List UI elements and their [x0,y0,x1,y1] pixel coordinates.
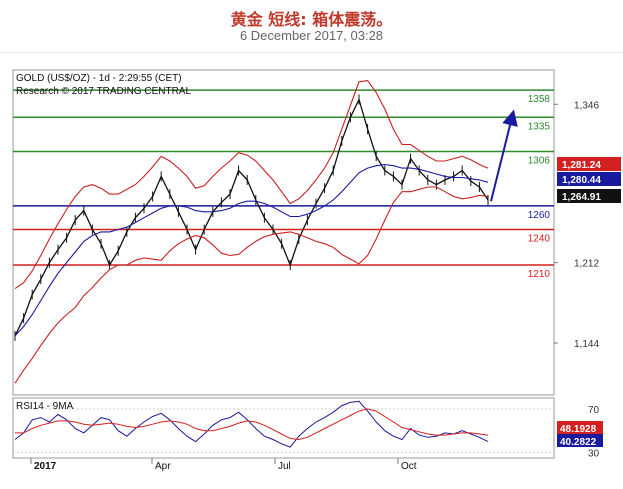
price-tick-label: 1,144 [574,339,599,350]
instrument-label: GOLD (US$/OZ) - 1d - 2:29:55 (CET) [16,73,182,84]
price-tag-label: 1,280.44 [562,175,601,186]
price-axis: 1,346 1,212 1,144 [554,100,599,350]
price-tag-box [557,189,621,203]
rsi-series-group [13,400,554,454]
rsi-tick-label: 30 [588,449,600,460]
level-label-1358: 1358 [528,94,551,105]
level-label-1306: 1306 [528,156,551,167]
rsi-panel-frame [12,397,555,459]
time-tick-label: Jul [278,461,291,472]
price-tag-label: 1,281.24 [562,160,601,171]
page-title: 黄金 短线: 箱体震荡。 [230,10,393,29]
level-label-1260: 1260 [528,210,551,221]
level-label-1210: 1210 [528,269,551,280]
rsi-tick-label: 70 [588,405,600,416]
rsi-tag-box [557,421,603,434]
rsi-tag-label: 40.2822 [560,437,597,448]
time-tick-label: Oct [401,461,417,472]
rsi-axis: 70 30 [588,405,600,460]
time-tick-label: 2017 [34,461,57,472]
timestamp: 6 December 2017, 03:28 [239,28,384,43]
series-line-rsi-ma [15,408,489,441]
rsi-tag-label: 48.1928 [560,424,597,435]
header-divider [0,52,623,53]
series-line-bollinger-upper [14,80,489,290]
time-tick-label: Apr [155,461,171,472]
price-tags: 1,281.24 1,280.44 1,264.91 [557,157,621,203]
price-series-group [14,80,518,384]
research-label: Research © 2017 TRADING CENTRAL [16,86,191,97]
price-tag-box [557,172,621,186]
price-tag-label: 1,264.91 [562,192,601,203]
time-axis: 2017 Apr Jul Oct [30,458,417,472]
series-line-moving-average [14,163,489,337]
rsi-tag-box [557,434,603,447]
series-line-bollinger-lower [14,186,489,384]
price-level-lines: 1358 1335 1306 1260 1240 1210 [13,89,554,280]
rsi-tags: 48.1928 40.2822 [557,421,603,448]
level-label-1335: 1335 [528,121,551,132]
price-tick-label: 1,212 [574,259,599,270]
level-label-1240: 1240 [528,234,551,245]
forecast-arrow [490,109,518,202]
rsi-label: RSI14 - 9MA [16,401,74,412]
series-line-rsi [14,400,489,448]
price-tick-label: 1,346 [574,100,599,111]
series-line-close [14,97,489,337]
price-tag-box [557,157,621,171]
